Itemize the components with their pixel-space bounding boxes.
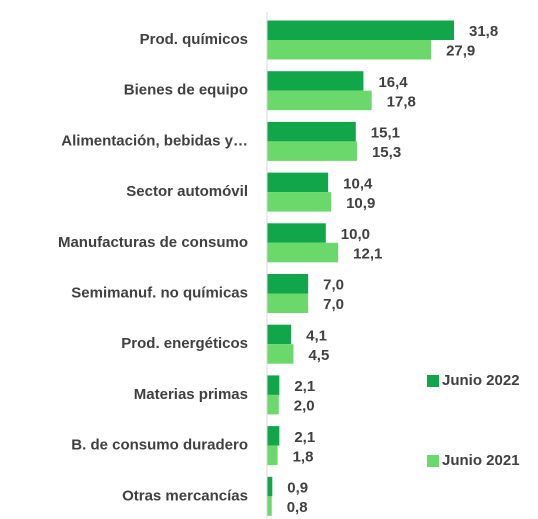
value-label: 12,1	[353, 246, 382, 263]
category-label: Prod. energéticos	[121, 335, 248, 352]
value-label: 10,0	[341, 226, 370, 243]
legend-swatch	[427, 375, 439, 387]
category-label: Sector automóvil	[126, 183, 248, 200]
category-label: B. de consumo duradero	[71, 437, 248, 454]
bar	[267, 40, 432, 60]
bar	[267, 496, 272, 516]
value-label: 7,0	[323, 277, 344, 294]
category-label: Prod. químicos	[140, 31, 248, 48]
bar	[267, 426, 280, 446]
category-label: Alimentación, bebidas y…	[61, 132, 248, 149]
value-label: 15,3	[372, 144, 401, 161]
legend-label: Junio 2021	[442, 452, 520, 469]
value-label: 10,9	[346, 195, 375, 212]
bar	[267, 90, 372, 111]
bar	[267, 172, 329, 193]
bar	[267, 445, 278, 466]
bar	[267, 293, 309, 313]
value-label: 1,8	[293, 448, 314, 465]
legend-swatch	[427, 455, 439, 467]
value-label: 0,8	[287, 499, 308, 516]
value-label: 27,9	[446, 43, 475, 60]
bar	[267, 476, 273, 497]
bar	[267, 344, 294, 364]
value-label: 16,4	[378, 74, 408, 91]
value-label: 2,1	[294, 378, 315, 395]
bar	[267, 394, 279, 415]
bar	[267, 223, 326, 243]
value-label: 17,8	[387, 93, 416, 110]
bar	[267, 121, 356, 142]
value-label: 2,0	[294, 398, 315, 415]
bar	[267, 274, 309, 294]
bar	[267, 20, 454, 40]
bar	[267, 375, 280, 395]
category-label: Bienes de equipo	[124, 82, 248, 99]
category-label: Materias primas	[134, 386, 248, 403]
value-label: 10,4	[343, 175, 373, 192]
value-label: 0,9	[287, 480, 308, 497]
category-label: Otras mercancías	[122, 487, 248, 504]
bar	[267, 242, 339, 263]
value-label: 31,8	[469, 23, 498, 40]
value-label: 7,0	[323, 296, 344, 313]
value-label: 2,1	[294, 429, 315, 446]
value-label: 4,5	[308, 347, 329, 364]
category-label: Manufacturas de consumo	[58, 234, 248, 251]
value-label: 15,1	[371, 125, 400, 142]
bar	[267, 192, 332, 212]
bar	[267, 141, 357, 161]
value-label: 4,1	[306, 327, 327, 344]
bar	[267, 324, 292, 345]
legend-label: Junio 2022	[442, 372, 520, 389]
category-label: Semimanuf. no químicas	[71, 284, 248, 301]
bar	[267, 71, 364, 91]
